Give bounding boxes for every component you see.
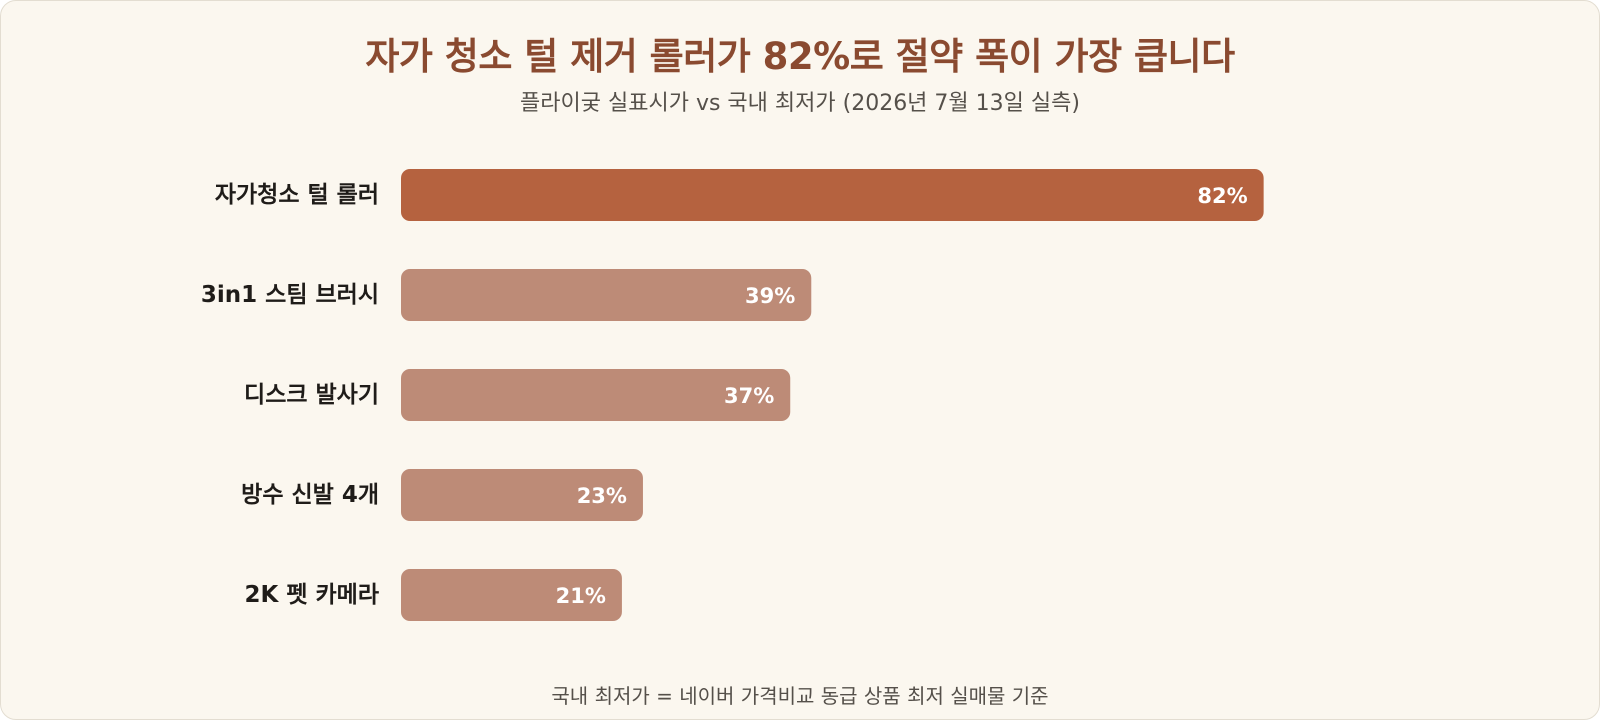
category-label: 자가청소 털 롤러 xyxy=(215,182,379,208)
category-label: 2K 펫 카메라 xyxy=(245,582,379,608)
value-label: 37% xyxy=(724,384,774,408)
bar-2 xyxy=(401,269,812,321)
value-label: 21% xyxy=(556,584,606,608)
category-label: 3in1 스팀 브러시 xyxy=(201,282,379,308)
chart-subtitle: 플라이궂 실표시가 vs 국내 최저가 (2026년 7월 13일 실측) xyxy=(520,91,1080,116)
value-label: 23% xyxy=(577,484,627,508)
chart-title: 자가 청소 털 제거 롤러가 82%로 절약 폭이 가장 큽니다 xyxy=(365,35,1235,78)
category-label: 방수 신발 4개 xyxy=(241,482,379,508)
bar-4 xyxy=(401,469,643,521)
value-label: 39% xyxy=(745,284,795,308)
bar-5 xyxy=(401,569,622,621)
bar-3 xyxy=(401,369,791,421)
bar-1 xyxy=(401,169,1264,221)
value-label: 82% xyxy=(1197,184,1247,208)
category-label: 디스크 발사기 xyxy=(244,382,379,408)
chart-footnote: 국내 최저가 = 네이버 가격비교 동급 상품 최저 실매물 기준 xyxy=(551,684,1049,708)
